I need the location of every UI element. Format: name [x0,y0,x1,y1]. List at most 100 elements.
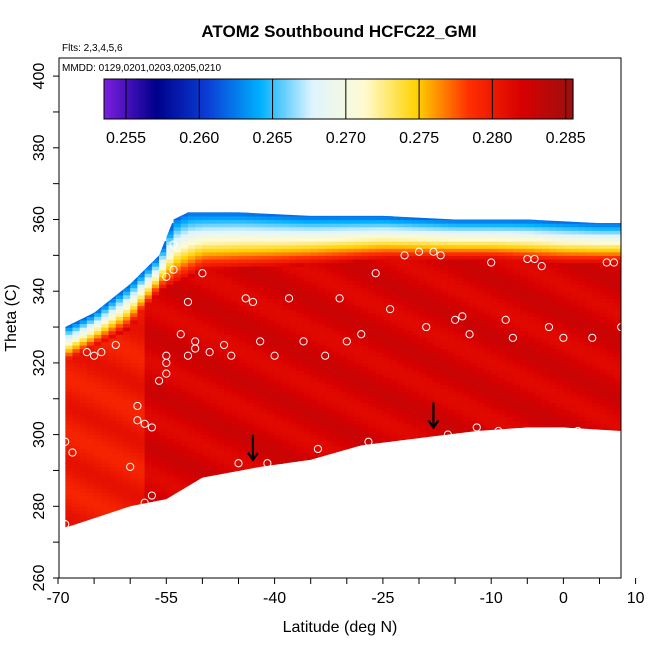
colorbar-cell [221,79,225,119]
colorbar-cell [265,79,269,119]
colorbar-cell [549,79,553,119]
colorbar-cell [211,79,215,119]
colorbar-cell [300,79,304,119]
sample-point [111,340,120,350]
sample-point [82,348,91,357]
colorbar-cell [200,79,204,119]
colorbar-cell [155,79,159,119]
sample-point [248,297,258,307]
sample-point [234,459,243,468]
x-axis: -70-55-40-25-1001020304050607080 [46,578,645,607]
colorbar-cell [408,79,412,119]
sample-point [162,272,171,281]
colorbar-cell [106,79,110,119]
colorbar-cell [354,79,358,119]
colorbar-cell [542,79,546,119]
sample-point [451,315,460,324]
sample-point [147,423,156,432]
colorbar-cell [565,79,569,119]
colorbar-cell [272,79,276,119]
colorbar-cell [359,79,363,119]
sample-point [68,448,77,457]
sample-point [443,430,452,439]
sample-point [436,251,445,260]
sample-point [414,247,424,256]
colorbar-cell [519,79,523,119]
colorbar-cell [439,79,443,119]
y-tick-label: 320 [31,349,48,376]
sample-point [422,322,431,332]
colorbar-cell [195,79,199,119]
colorbar-cell [235,79,239,119]
colorbar-cell [507,79,511,119]
colorbar-cell [371,79,375,119]
heatmap-field [65,212,621,532]
sample-point [227,351,236,360]
sample-point [646,435,650,442]
sample-point [284,294,294,303]
colorbar-cell [352,79,356,119]
colorbar-cell [479,79,483,119]
colorbar-cell [148,79,152,119]
sample-point [508,333,517,342]
x-axis-label: Latitude (deg N) [283,619,398,636]
colorbar-cell [392,79,396,119]
mmdd-label: MMDD: 0129,0201,0203,0205,0210 [62,63,221,74]
colorbar-cell [310,79,314,119]
colorbar-cell [160,79,164,119]
colorbar-cell [305,79,309,119]
colorbar-cell [150,79,154,119]
colorbar-cell [193,79,197,119]
sample-point [299,337,308,346]
colorbar-tick-label: 0.285 [546,130,586,147]
colorbar-cell [251,79,255,119]
colorbar-cell [125,79,129,119]
x-tick-label: -25 [371,590,394,607]
colorbar-cell [146,79,150,119]
colorbar-cell [324,79,328,119]
sample-point [494,426,503,436]
sample-point [154,376,164,385]
colorbar-cell [568,79,572,119]
sample-point [632,338,639,345]
colorbar-cell [561,79,565,119]
colorbar-tick-label: 0.275 [399,130,439,147]
colorbar: 0.255 0.260 0.265 0.270 0.275 0.280 0.285 [103,78,586,147]
colorbar-cell [308,79,311,119]
colorbar-cell [162,79,166,119]
colorbar-cell [108,79,112,119]
colorbar-cell [249,79,253,119]
sample-point [162,369,171,378]
colorbar-cell [530,79,534,119]
colorbar-cell [143,79,147,119]
colorbar-cell [317,79,321,119]
y-tick-label: 280 [31,493,48,520]
colorbar-cell [394,79,398,119]
colorbar-cell [455,79,459,119]
sample-point [140,419,149,428]
colorbar-cell [544,79,548,119]
colorbar-cell [516,79,520,119]
y-axis-label: Theta (C) [3,284,20,352]
x-tick-label: 10 [627,590,645,607]
y-tick-label: 360 [31,206,48,233]
sample-point [191,337,200,346]
y-tick-label: 260 [31,565,48,592]
colorbar-tick-label: 0.265 [253,130,293,147]
sample-point [544,322,554,332]
sample-point [169,240,178,249]
colorbar-cell [153,79,157,119]
colorbar-cell [322,79,326,119]
colorbar-cell [242,79,246,119]
colorbar-cell [469,79,473,119]
colorbar-cell [104,79,107,119]
colorbar-cell [214,79,218,119]
colorbar-cell [378,79,382,119]
colorbar-cell [411,79,415,119]
sample-point [487,258,496,267]
sample-point [219,340,229,350]
colorbar-tick-label: 0.255 [106,130,146,147]
colorbar-cell [488,79,492,119]
colorbar-cell [380,79,384,119]
colorbar-cell [228,79,232,119]
